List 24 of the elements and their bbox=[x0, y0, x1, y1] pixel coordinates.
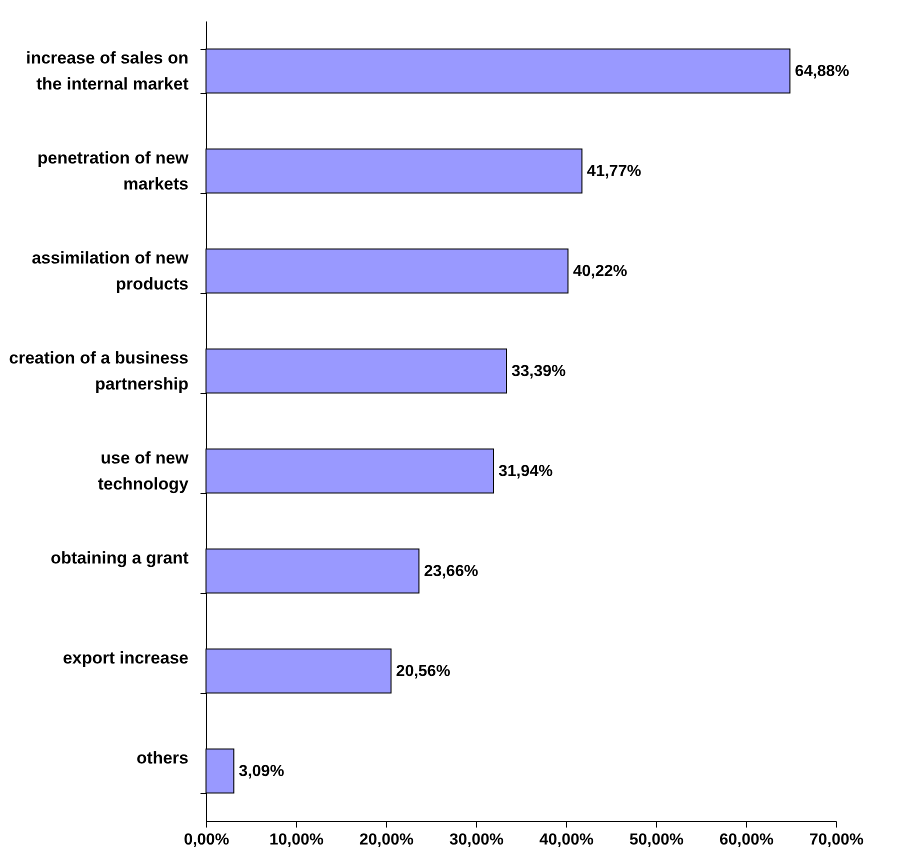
x-tick-label: 60,00% bbox=[719, 832, 774, 848]
data-label: 41,77% bbox=[586, 163, 642, 180]
data-label: 33,39% bbox=[512, 363, 566, 380]
x-tick-label: 0,00% bbox=[184, 832, 230, 848]
data-label: 23,66% bbox=[424, 563, 478, 580]
data-label: 40,22% bbox=[572, 263, 628, 280]
x-tick-label: 70,00% bbox=[809, 832, 864, 848]
data-label: 3,09% bbox=[238, 763, 284, 780]
x-tick-label: 30,00% bbox=[449, 832, 504, 848]
x-tick-label: 20,00% bbox=[359, 832, 414, 848]
data-label: 20,56% bbox=[396, 663, 450, 680]
y-tick-label: increase of sales on the internal market bbox=[26, 48, 189, 94]
y-tick-label: assimilation of new products bbox=[32, 248, 190, 294]
y-tick-label: use of new technology bbox=[98, 448, 190, 494]
y-tick-label: penetration of new markets bbox=[37, 148, 190, 194]
y-tick-label: export increase bbox=[62, 648, 188, 668]
data-label: 31,94% bbox=[498, 463, 553, 480]
y-tick-label: obtaining a grant bbox=[50, 548, 189, 568]
x-tick-label: 10,00% bbox=[269, 832, 324, 848]
y-tick-label: creation of a business partnership bbox=[9, 348, 188, 394]
x-tick-label: 40,00% bbox=[539, 832, 594, 848]
data-label: 64,88% bbox=[794, 63, 850, 80]
y-tick-label: others bbox=[136, 748, 188, 768]
x-tick-label: 50,00% bbox=[629, 832, 684, 848]
